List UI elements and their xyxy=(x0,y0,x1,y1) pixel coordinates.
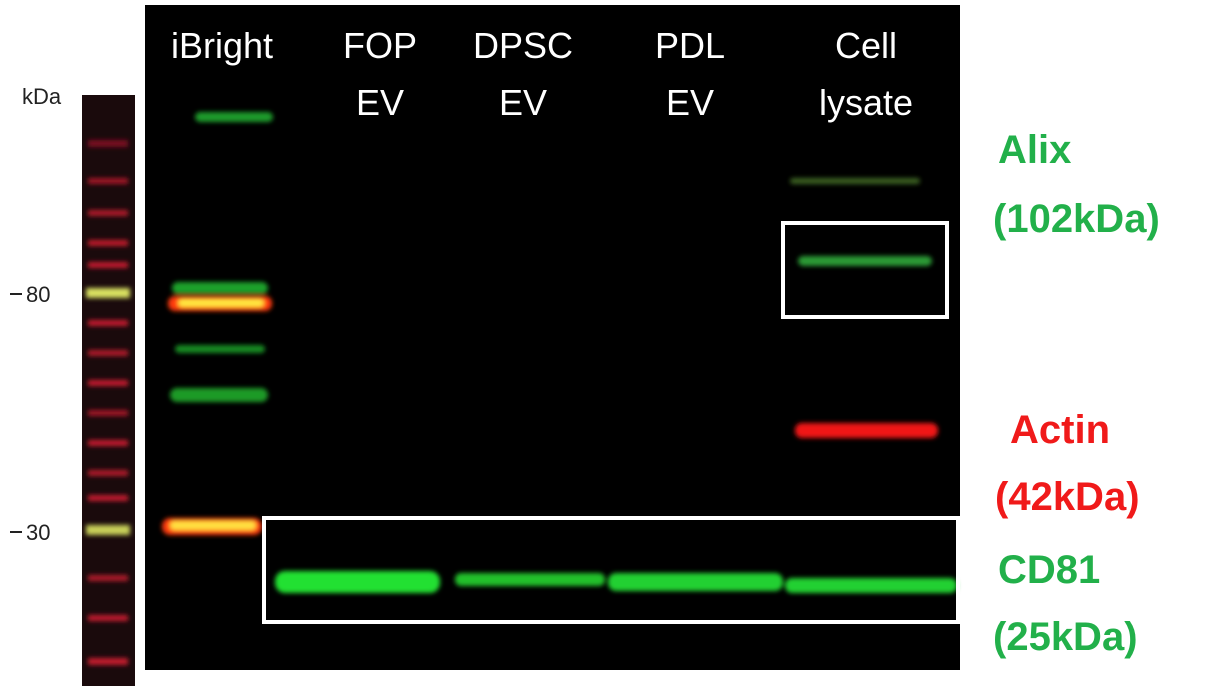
marker-label: 80 xyxy=(26,282,50,307)
lane-label: DPSC xyxy=(473,25,573,66)
protein-name: Alix xyxy=(998,128,1071,172)
marker-label: 30 xyxy=(26,520,50,545)
lane-label: lysate xyxy=(819,82,913,123)
lane-label: EV xyxy=(356,82,404,123)
lane-label: Cell xyxy=(835,25,897,66)
lane-label: PDL xyxy=(655,25,725,66)
lane-label: FOP xyxy=(343,25,417,66)
protein-size: (102kDa) xyxy=(993,197,1160,241)
lane-label: EV xyxy=(666,82,714,123)
lane-label: iBright xyxy=(171,25,273,66)
protein-size: (25kDa) xyxy=(993,615,1138,659)
lane-label: EV xyxy=(499,82,547,123)
protein-size: (42kDa) xyxy=(995,475,1140,519)
protein-name: CD81 xyxy=(998,548,1100,592)
protein-name: Actin xyxy=(1010,408,1110,452)
ladder-unit: kDa xyxy=(22,84,62,109)
figure: kDa 80 30 iBright FOP EV DPSC EV PDL EV … xyxy=(0,0,1222,686)
